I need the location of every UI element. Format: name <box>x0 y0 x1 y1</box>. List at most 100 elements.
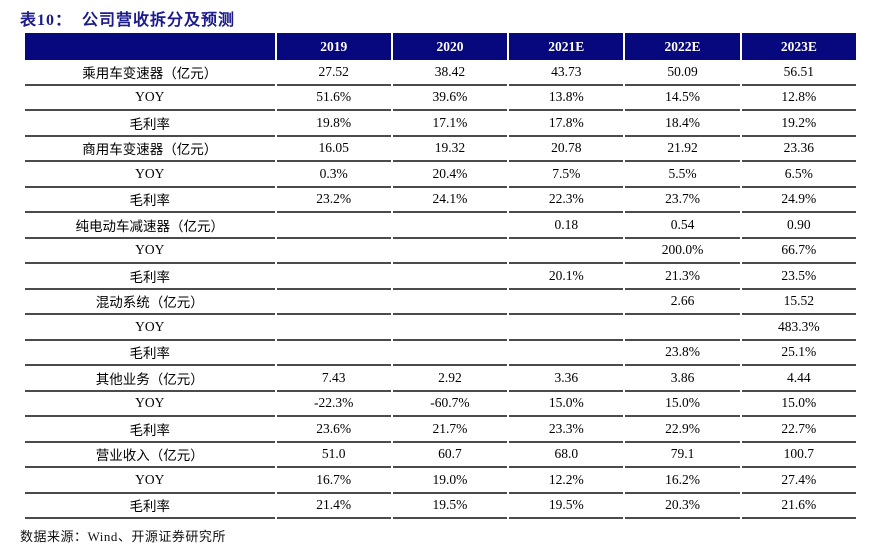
table-row: YOY 0.3% 20.4% 7.5% 5.5% 6.5% <box>25 162 856 188</box>
value-cell <box>392 213 508 239</box>
source-note: 数据来源：Wind、开源证券研究所 <box>20 529 226 544</box>
value-cell: 0.3% <box>276 162 391 188</box>
value-cell: 22.9% <box>625 417 740 443</box>
row-label: 混动系统（亿元） <box>25 290 275 315</box>
value-cell: 100.7 <box>741 443 856 468</box>
value-cell: -60.7% <box>392 392 508 417</box>
value-cell <box>509 315 624 341</box>
value-cell: 18.4% <box>625 111 740 137</box>
row-label: 毛利率 <box>25 264 275 290</box>
value-cell <box>392 264 508 290</box>
value-cell: 14.5% <box>625 86 740 111</box>
value-cell: 23.8% <box>625 341 740 366</box>
table-row: 毛利率 21.4% 19.5% 19.5% 20.3% 21.6% <box>25 494 856 519</box>
table-row: 纯电动车减速器（亿元） 0.18 0.54 0.90 <box>25 213 856 239</box>
value-cell: 24.9% <box>741 188 856 213</box>
value-cell: 2.66 <box>625 290 740 315</box>
table-row: 毛利率 19.8% 17.1% 17.8% 18.4% 19.2% <box>25 111 856 137</box>
row-label: 毛利率 <box>25 417 275 443</box>
row-label: YOY <box>25 392 275 417</box>
value-cell: 19.8% <box>276 111 391 137</box>
header-row: 2019 2020 2021E 2022E 2023E <box>25 33 856 60</box>
value-cell <box>276 239 391 264</box>
row-label: YOY <box>25 315 275 341</box>
header-cell-label <box>25 33 275 60</box>
value-cell <box>276 213 391 239</box>
row-label: YOY <box>25 239 275 264</box>
value-cell: 21.4% <box>276 494 391 519</box>
value-cell <box>509 341 624 366</box>
row-label: 商用车变速器（亿元） <box>25 137 275 162</box>
value-cell <box>509 290 624 315</box>
value-cell: 20.1% <box>509 264 624 290</box>
value-cell: 17.8% <box>509 111 624 137</box>
value-cell: 27.4% <box>741 468 856 494</box>
row-label: 其他业务（亿元） <box>25 366 275 392</box>
value-cell: 23.6% <box>276 417 391 443</box>
value-cell: 483.3% <box>741 315 856 341</box>
row-label: 毛利率 <box>25 341 275 366</box>
value-cell <box>392 239 508 264</box>
table-row: YOY 200.0% 66.7% <box>25 239 856 264</box>
row-label: 毛利率 <box>25 494 275 519</box>
value-cell: 60.7 <box>392 443 508 468</box>
value-cell: 3.36 <box>509 366 624 392</box>
table-row: 商用车变速器（亿元） 16.05 19.32 20.78 21.92 23.36 <box>25 137 856 162</box>
value-cell <box>276 264 391 290</box>
value-cell <box>509 239 624 264</box>
value-cell <box>625 315 740 341</box>
row-label: 纯电动车减速器（亿元） <box>25 213 275 239</box>
value-cell: 21.3% <box>625 264 740 290</box>
value-cell: 51.6% <box>276 86 391 111</box>
value-cell: 7.5% <box>509 162 624 188</box>
value-cell: 4.44 <box>741 366 856 392</box>
value-cell: 5.5% <box>625 162 740 188</box>
value-cell: 43.73 <box>509 60 624 86</box>
value-cell: 56.51 <box>741 60 856 86</box>
table-row: 营业收入（亿元） 51.0 60.7 68.0 79.1 100.7 <box>25 443 856 468</box>
value-cell: 20.78 <box>509 137 624 162</box>
table-row: YOY 51.6% 39.6% 13.8% 14.5% 12.8% <box>25 86 856 111</box>
value-cell <box>276 341 391 366</box>
value-cell <box>392 341 508 366</box>
value-cell: 6.5% <box>741 162 856 188</box>
value-cell: 38.42 <box>392 60 508 86</box>
value-cell: 15.0% <box>741 392 856 417</box>
value-cell: 21.6% <box>741 494 856 519</box>
value-cell: 15.0% <box>509 392 624 417</box>
value-cell: 21.7% <box>392 417 508 443</box>
header-cell-2019: 2019 <box>276 33 391 60</box>
value-cell: 20.4% <box>392 162 508 188</box>
value-cell: 51.0 <box>276 443 391 468</box>
value-cell: 21.92 <box>625 137 740 162</box>
value-cell: 22.7% <box>741 417 856 443</box>
row-label: 营业收入（亿元） <box>25 443 275 468</box>
row-label: YOY <box>25 162 275 188</box>
value-cell: 68.0 <box>509 443 624 468</box>
value-cell: 25.1% <box>741 341 856 366</box>
row-label: 乘用车变速器（亿元） <box>25 60 275 86</box>
header-cell-2021e: 2021E <box>509 33 624 60</box>
value-cell: 23.5% <box>741 264 856 290</box>
row-label: 毛利率 <box>25 111 275 137</box>
value-cell <box>276 290 391 315</box>
value-cell: 20.3% <box>625 494 740 519</box>
value-cell: 19.0% <box>392 468 508 494</box>
table-row: YOY 16.7% 19.0% 12.2% 16.2% 27.4% <box>25 468 856 494</box>
value-cell: 39.6% <box>392 86 508 111</box>
value-cell: 50.09 <box>625 60 740 86</box>
value-cell: 15.52 <box>741 290 856 315</box>
value-cell: 16.05 <box>276 137 391 162</box>
table-title: 表10： 公司营收拆分及预测 <box>20 12 236 29</box>
table-row: 混动系统（亿元） 2.66 15.52 <box>25 290 856 315</box>
header-cell-2023e: 2023E <box>741 33 856 60</box>
value-cell: 23.3% <box>509 417 624 443</box>
value-cell: 3.86 <box>625 366 740 392</box>
value-cell: 2.92 <box>392 366 508 392</box>
value-cell: 27.52 <box>276 60 391 86</box>
table-row: 毛利率 20.1% 21.3% 23.5% <box>25 264 856 290</box>
revenue-forecast-table: 2019 2020 2021E 2022E 2023E 乘用车变速器（亿元） 27… <box>23 33 858 519</box>
value-cell: 19.5% <box>392 494 508 519</box>
value-cell: 16.2% <box>625 468 740 494</box>
